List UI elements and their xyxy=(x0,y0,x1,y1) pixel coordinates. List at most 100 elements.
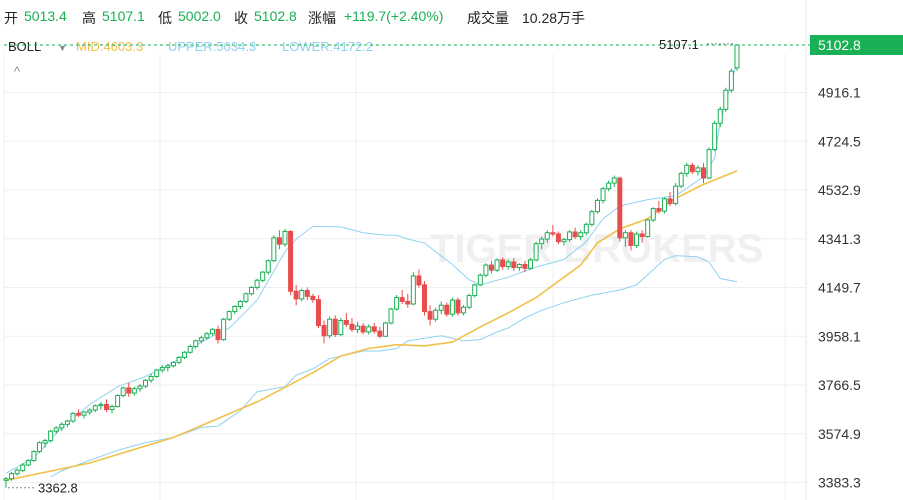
candle-body xyxy=(366,326,372,333)
candle-body xyxy=(555,233,561,243)
candle-body xyxy=(249,286,255,295)
candle-body xyxy=(304,289,310,297)
candle-body xyxy=(689,164,695,173)
candle-body xyxy=(416,275,422,286)
candle-body xyxy=(120,387,126,397)
candle-body xyxy=(449,299,455,315)
candle-body xyxy=(299,289,305,300)
candle-body xyxy=(706,149,712,179)
candle-body xyxy=(550,232,556,235)
candle-body xyxy=(355,325,361,330)
candle-body xyxy=(48,430,54,442)
candle-body xyxy=(728,70,734,91)
candle-body xyxy=(42,440,48,444)
candle-body xyxy=(382,322,388,337)
candle-body xyxy=(405,300,411,305)
candle-body xyxy=(126,387,132,394)
last-price-badge: 5102.8 xyxy=(810,34,903,55)
candle-body xyxy=(265,260,271,273)
candle-body xyxy=(70,412,76,422)
candle-body xyxy=(20,464,26,472)
candle-body xyxy=(650,208,656,221)
candle-body xyxy=(14,469,20,475)
candle-body xyxy=(76,412,82,416)
candle-body xyxy=(645,219,651,238)
candle-body xyxy=(422,284,427,313)
candle-body xyxy=(717,108,723,124)
candle-body xyxy=(695,167,701,173)
chevron-down-icon[interactable]: ▼ xyxy=(58,43,67,53)
candle-body xyxy=(377,330,383,337)
candle-body xyxy=(522,264,528,269)
candle-body xyxy=(634,233,640,246)
candle-body xyxy=(143,379,148,387)
candle-body xyxy=(528,259,534,269)
candle-body xyxy=(500,259,506,268)
candle-body xyxy=(3,478,9,481)
close-value: 5102.8 xyxy=(254,8,297,24)
open-label: 开 xyxy=(4,10,18,26)
candle-body xyxy=(477,274,483,286)
candle-body xyxy=(539,238,545,245)
y-tick-label: 4532.9 xyxy=(818,182,861,198)
candle-body xyxy=(165,365,171,369)
candle-body xyxy=(611,177,617,184)
low-label: 低 xyxy=(158,10,172,26)
boll-upper-line xyxy=(5,62,738,474)
y-tick-label: 3958.1 xyxy=(818,328,861,344)
candle-body xyxy=(427,311,433,320)
candle-body xyxy=(394,297,400,310)
candle-body xyxy=(338,320,344,335)
watermark: TIGER BROKERS xyxy=(430,227,763,271)
indicator-selector[interactable]: BOLL xyxy=(8,39,42,54)
candle-body xyxy=(254,279,260,288)
y-tick-label: 3383.3 xyxy=(818,475,861,491)
candle-body xyxy=(433,309,439,320)
candle-body xyxy=(701,167,706,179)
y-tick-label: 3574.9 xyxy=(818,426,861,442)
candle-body xyxy=(667,198,673,204)
candle-body xyxy=(410,275,416,305)
candle-body xyxy=(516,264,522,269)
candle-body xyxy=(461,306,467,314)
candle-body xyxy=(684,164,690,174)
candle-body xyxy=(215,328,221,341)
candle-body xyxy=(656,208,662,212)
candle-body xyxy=(472,284,478,297)
candle-body xyxy=(98,403,104,407)
candle-body xyxy=(109,405,115,411)
candle-body xyxy=(209,328,215,335)
candle-body xyxy=(103,403,109,411)
candle-body xyxy=(349,323,355,330)
candle-body xyxy=(567,231,573,241)
candle-body xyxy=(444,304,450,315)
quote-header: 开 5013.4 高 5107.1 低 5002.0 收 5102.8 涨幅 +… xyxy=(0,0,903,32)
candle-body xyxy=(712,122,718,151)
candle-body xyxy=(360,325,366,333)
candle-body xyxy=(639,233,645,238)
candle-body xyxy=(154,369,160,377)
candle-body xyxy=(137,385,143,390)
candle-body xyxy=(293,290,299,300)
volume-label: 成交量 xyxy=(467,10,509,26)
candle-body xyxy=(198,337,204,342)
candle-body xyxy=(327,318,333,337)
candle-body xyxy=(578,232,584,238)
candle-body xyxy=(204,333,210,339)
chevron-up-icon[interactable]: ^ xyxy=(14,64,21,79)
candle-body xyxy=(187,345,193,353)
close-label: 收 xyxy=(234,10,248,26)
y-tick-label: 4916.1 xyxy=(818,85,861,101)
candle-body xyxy=(583,223,589,234)
volume-value: 10.28万手 xyxy=(522,10,586,26)
candle-body xyxy=(276,237,282,245)
candle-body xyxy=(734,44,740,69)
candle-body xyxy=(594,199,600,213)
candle-body xyxy=(221,318,227,341)
boll-upper-value: UPPER:5034.3 xyxy=(168,39,257,54)
boll-lower-line xyxy=(50,255,738,478)
candle-body xyxy=(193,340,199,347)
candle-body xyxy=(25,459,31,466)
candle-body xyxy=(332,318,338,335)
